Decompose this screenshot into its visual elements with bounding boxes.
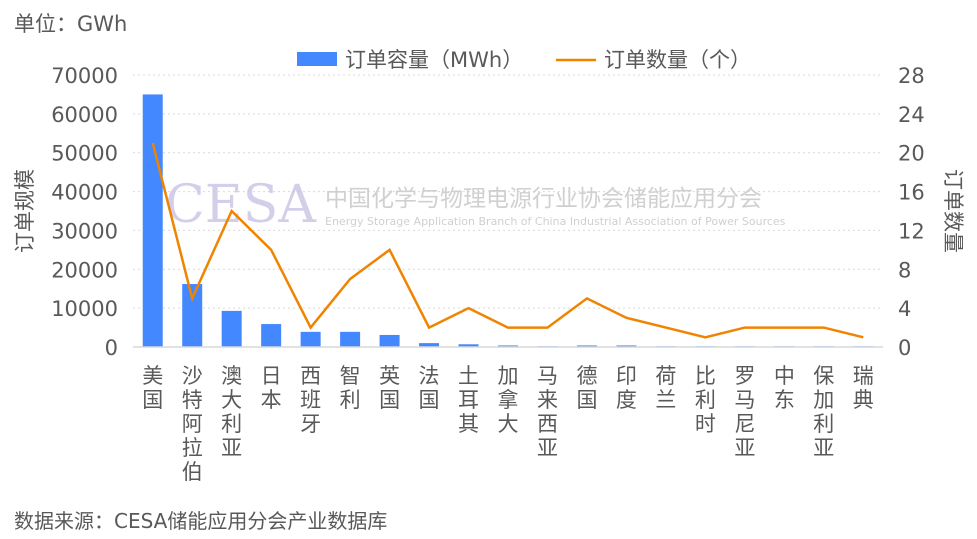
- y-tick-label: 0: [105, 336, 118, 360]
- x-tick-label: 比利时: [695, 364, 716, 436]
- y-tick-label: 10000: [51, 297, 118, 321]
- bar: [576, 345, 597, 347]
- y-tick-label: 70000: [51, 64, 118, 88]
- x-tick-label: 保加利亚: [813, 364, 834, 460]
- x-tick-label: 沙特阿拉伯: [182, 364, 203, 484]
- y-tick-label: 50000: [51, 142, 118, 166]
- watermark-en: Energy Storage Application Branch of Chi…: [325, 215, 786, 228]
- x-tick-label: 日本: [261, 364, 282, 412]
- bar: [498, 345, 518, 347]
- legend-line-label: 订单数量（个）: [604, 48, 751, 72]
- watermark-cn: 中国化学与物理电源行业协会储能应用分会: [325, 186, 762, 212]
- x-tick-label: 荷兰: [655, 364, 676, 412]
- y2-tick-label: 0: [898, 336, 911, 360]
- y2-tick-label: 24: [898, 103, 925, 127]
- bar: [340, 331, 361, 347]
- x-tick-label: 加拿大: [498, 364, 519, 436]
- y2-axis-title: 订单数量: [941, 169, 965, 253]
- y-tick-label: 40000: [51, 181, 118, 205]
- x-tick-label: 瑞典: [853, 364, 874, 412]
- bar: [419, 343, 440, 347]
- legend-bar-swatch: [297, 52, 337, 66]
- y-tick-label: 30000: [51, 219, 118, 243]
- y2-tick-label: 4: [898, 297, 911, 321]
- bar: [458, 344, 479, 347]
- x-tick-label: 土耳其: [458, 364, 479, 436]
- bar: [616, 345, 637, 347]
- y-tick-label: 20000: [51, 258, 118, 282]
- watermark-logo: CESA: [165, 175, 317, 235]
- bar: [261, 324, 282, 347]
- bar: [182, 284, 203, 347]
- legend-bar-label: 订单容量（MWh）: [345, 48, 523, 72]
- y-tick-label: 60000: [51, 103, 118, 127]
- y2-tick-label: 28: [898, 64, 925, 88]
- bar: [221, 310, 242, 347]
- x-tick-label: 澳大利亚: [221, 364, 242, 460]
- x-tick-label: 马来西亚: [537, 364, 558, 460]
- bar: [300, 331, 321, 347]
- x-tick-label: 法国: [419, 364, 440, 412]
- x-tick-label: 印度: [616, 364, 637, 412]
- bar: [142, 94, 163, 347]
- unit-label: 单位：GWh: [14, 12, 128, 36]
- x-tick-label: 智利: [340, 364, 361, 412]
- bar: [379, 334, 400, 347]
- x-tick-label: 英国: [379, 364, 400, 412]
- source-note: 数据来源：CESA储能应用分会产业数据库: [14, 509, 388, 533]
- y2-tick-label: 8: [898, 258, 911, 282]
- x-tick-label: 西班牙: [300, 364, 321, 436]
- y2-tick-label: 16: [898, 181, 925, 205]
- y2-tick-label: 12: [898, 219, 925, 243]
- x-tick-label: 罗马尼亚: [734, 364, 755, 460]
- x-tick-label: 中东: [774, 364, 795, 412]
- x-tick-label: 德国: [576, 364, 597, 412]
- y-axis-title: 订单规模: [13, 169, 37, 253]
- y2-tick-label: 20: [898, 142, 925, 166]
- x-tick-label: 美国: [142, 364, 163, 412]
